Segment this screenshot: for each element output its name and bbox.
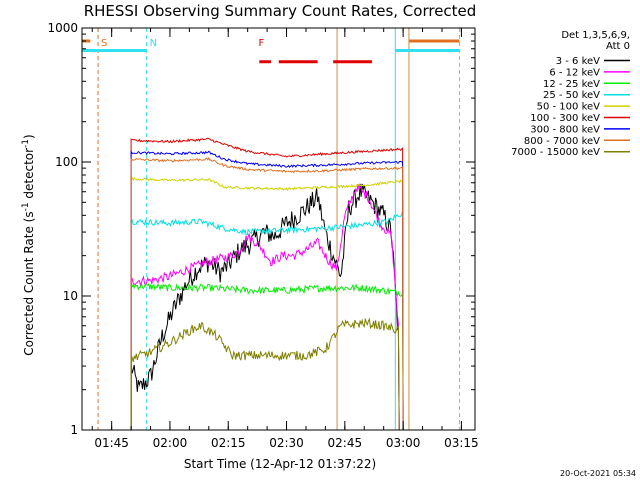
legend-label-4: 50 - 100 keV — [537, 102, 601, 113]
y-tick-label: 100 — [55, 155, 78, 169]
y-tick-label: 1 — [70, 423, 78, 437]
legend-label-1: 6 - 12 keV — [549, 67, 600, 78]
legend-header-1: Att 0 — [606, 41, 630, 52]
series-line-7 — [130, 156, 404, 430]
x-tick-label: 01:45 — [94, 436, 129, 450]
x-tick-label: 02:30 — [269, 436, 304, 450]
y-axis-label: Corrected Count Rate (s-1 detector-1) — [21, 134, 36, 355]
y-tick-label: 10 — [63, 289, 78, 303]
series-line-5 — [130, 137, 404, 430]
series-line-0 — [130, 183, 400, 430]
legend-label-0: 3 - 6 keV — [556, 56, 600, 67]
plot-frame — [81, 27, 476, 431]
x-axis-label: Start Time (12-Apr-12 01:37:22) — [184, 457, 376, 471]
x-tick-label: 03:15 — [444, 436, 479, 450]
marker-s: S — [101, 38, 107, 49]
legend-label-3: 25 - 50 keV — [543, 90, 600, 101]
series-line-6 — [130, 150, 404, 430]
marker-n: N — [150, 38, 157, 49]
legend-label-5: 100 - 300 keV — [530, 113, 600, 124]
series-line-1 — [130, 183, 400, 430]
x-tick-label: 02:45 — [328, 436, 363, 450]
legend-label-8: 7000 - 15000 keV — [511, 147, 600, 158]
chart-title: RHESSI Observing Summary Count Rates, Co… — [84, 2, 477, 20]
series-line-3 — [130, 210, 404, 430]
plot-area: S N F 1 10 100 1000 01:45 02:00 02:15 02:30 02:45 03… — [47, 21, 478, 450]
legend-header-0: Det 1,3,5,6,9, — [561, 30, 630, 41]
legend-label-7: 800 - 7000 keV — [524, 136, 600, 147]
series-line-4 — [130, 176, 404, 430]
series-line-8 — [130, 317, 400, 430]
legend-label-6: 300 - 800 keV — [530, 124, 600, 135]
x-tick-label: 02:15 — [211, 436, 246, 450]
series-line-2 — [130, 281, 404, 430]
marker-f: F — [258, 38, 264, 49]
legend-label-2: 12 - 25 keV — [543, 79, 600, 90]
x-tick-label: 02:00 — [153, 436, 188, 450]
x-tick-label: 03:00 — [386, 436, 421, 450]
timestamp: 20-Oct-2021 05:34 — [560, 469, 636, 478]
y-tick-label: 1000 — [47, 21, 78, 35]
